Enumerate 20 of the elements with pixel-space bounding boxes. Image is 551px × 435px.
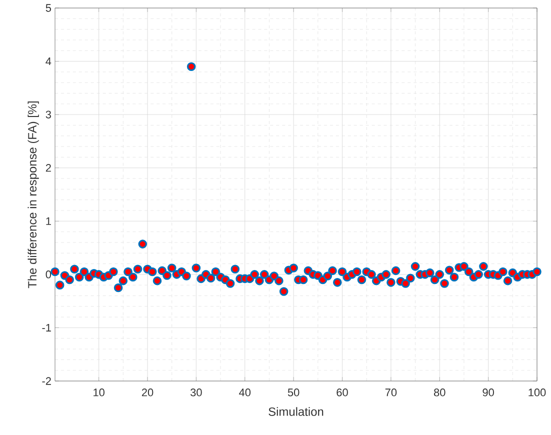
- y-tick-label: 5: [46, 4, 52, 12]
- y-tick-label: 2: [46, 164, 51, 172]
- x-tick-label: 80: [434, 388, 446, 396]
- x-tick-label: 20: [142, 388, 154, 396]
- y-tick-label: 1: [46, 217, 51, 225]
- x-tick-label: 100: [528, 388, 546, 396]
- x-tick-label: 90: [482, 388, 494, 396]
- y-axis-title: The difference in response (FA) [%]: [28, 101, 39, 288]
- x-axis-title: Simulation: [268, 407, 324, 416]
- x-tick-label: 10: [94, 388, 104, 396]
- y-tick-label: 3: [46, 110, 51, 118]
- x-tick-label: 30: [190, 388, 202, 396]
- x-tick-label: 70: [385, 388, 397, 396]
- x-tick-label: 40: [239, 388, 251, 396]
- x-tick-label: 50: [288, 388, 300, 396]
- y-tick-label: -1: [42, 324, 51, 332]
- y-tick-label: -2: [42, 377, 51, 385]
- y-tick-label: 0: [46, 270, 52, 278]
- y-tick-label: 4: [46, 58, 52, 66]
- x-tick-label: 60: [336, 388, 348, 396]
